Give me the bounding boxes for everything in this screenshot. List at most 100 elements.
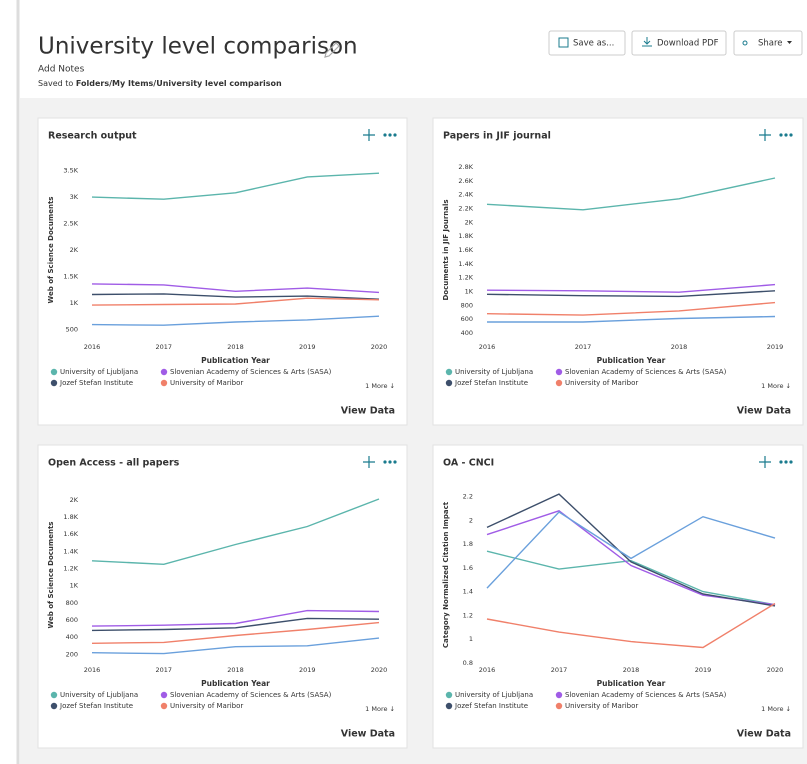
series-line — [91, 621, 380, 644]
view-data[interactable]: View Data — [341, 406, 395, 417]
edit-icon[interactable] — [324, 42, 340, 58]
share-label[interactable]: Share — [758, 39, 783, 49]
legend-label: Slovenian Academy of Sciences & Arts (SA… — [170, 691, 332, 699]
share-button[interactable] — [733, 30, 803, 56]
series-line — [91, 293, 380, 300]
legend-label: University of Ljubljana — [60, 691, 138, 699]
legend-label: University of Ljubljana — [455, 368, 533, 376]
download-button[interactable] — [631, 30, 727, 56]
more-dot[interactable] — [789, 460, 793, 464]
download-label[interactable]: Download PDF — [657, 39, 719, 49]
series-line — [91, 315, 380, 326]
save-label[interactable]: Save as... — [573, 39, 614, 49]
y-tick-label: 1K — [70, 299, 79, 307]
x-tick-label: 2016 — [479, 666, 496, 674]
series-line — [486, 602, 776, 649]
y-tick-label: 1 — [469, 635, 473, 643]
y-tick-label: 1.6K — [458, 246, 473, 254]
more-dot[interactable] — [784, 133, 788, 137]
saved-location: Saved to Folders/My Items/University lev… — [38, 79, 282, 88]
x-axis-label: Publication Year — [597, 356, 666, 365]
x-tick-label: 2018 — [671, 343, 688, 351]
y-tick-label: 600 — [66, 616, 78, 624]
x-tick-label: 2020 — [371, 666, 388, 674]
save-button[interactable] — [548, 30, 626, 56]
x-tick-label: 2019 — [695, 666, 712, 674]
panel-title: Papers in JIF journal — [443, 131, 551, 142]
y-tick-label: 600 — [461, 315, 473, 323]
x-tick-label: 2019 — [299, 666, 316, 674]
legend-label: Jozef Stefan Institute — [454, 702, 528, 710]
more-dot[interactable] — [383, 133, 387, 137]
view-data[interactable]: View Data — [737, 729, 791, 740]
saved-path[interactable]: Folders/My Items/University level compar… — [76, 79, 282, 88]
view-data[interactable]: View Data — [341, 729, 395, 740]
series-line — [91, 498, 380, 566]
legend-marker — [160, 368, 168, 376]
y-tick-label: 2.5K — [63, 220, 78, 228]
more-dot[interactable] — [789, 133, 793, 137]
x-axis-label: Publication Year — [201, 356, 270, 365]
more-dot[interactable] — [784, 460, 788, 464]
legend-label: Slovenian Academy of Sciences & Arts (SA… — [565, 368, 727, 376]
series-line — [486, 290, 776, 298]
x-tick-label: 2016 — [84, 666, 101, 674]
y-tick-label: 1.2 — [463, 611, 473, 619]
legend-more[interactable]: 1 More ↓ — [365, 705, 395, 713]
x-tick-label: 2019 — [767, 343, 784, 351]
x-tick-label: 2020 — [371, 343, 388, 351]
panel-title: Open Access - all papers — [48, 458, 180, 469]
x-tick-label: 2017 — [155, 666, 172, 674]
y-tick-label: 1K — [465, 288, 474, 296]
series-line — [486, 177, 776, 211]
more-dot[interactable] — [383, 460, 387, 464]
panel-title: Research output — [48, 131, 137, 142]
series-line — [91, 297, 380, 306]
legend-label: University of Ljubljana — [455, 691, 533, 699]
legend-label: Jozef Stefan Institute — [59, 702, 133, 710]
add-notes[interactable]: Add Notes — [38, 65, 85, 75]
legend-marker — [50, 702, 58, 710]
more-dot[interactable] — [779, 133, 783, 137]
y-tick-label: 800 — [461, 301, 473, 309]
download-icon — [642, 37, 652, 47]
move-icon[interactable] — [363, 456, 375, 468]
more-dot[interactable] — [388, 460, 392, 464]
x-tick-label: 2017 — [155, 343, 172, 351]
x-tick-label: 2016 — [479, 343, 496, 351]
legend-more[interactable]: 1 More ↓ — [365, 382, 395, 390]
move-icon[interactable] — [759, 456, 771, 468]
series-line — [486, 550, 776, 606]
series-line — [487, 315, 776, 323]
panel — [432, 117, 804, 426]
more-dot[interactable] — [779, 460, 783, 464]
x-tick-label: 2018 — [623, 666, 640, 674]
panel — [37, 444, 408, 749]
y-tick-label: 2K — [465, 218, 474, 226]
move-icon[interactable] — [363, 129, 375, 141]
more-dot[interactable] — [388, 133, 392, 137]
legend-marker — [50, 368, 58, 376]
more-dot[interactable] — [393, 460, 397, 464]
move-icon[interactable] — [759, 129, 771, 141]
more-dot[interactable] — [393, 133, 397, 137]
x-axis-label: Publication Year — [201, 679, 270, 688]
y-tick-label: 2.2K — [458, 204, 473, 212]
legend-more[interactable]: 1 More ↓ — [761, 705, 791, 713]
legend-more[interactable]: 1 More ↓ — [761, 382, 791, 390]
y-tick-label: 1.2K — [63, 565, 78, 573]
legend-marker — [445, 379, 453, 387]
save-icon — [558, 37, 569, 48]
y-tick-label: 2.2 — [463, 493, 473, 501]
legend-label: University of Maribor — [565, 702, 638, 710]
y-tick-label: 2K — [70, 246, 79, 254]
y-tick-label: 1.8 — [463, 540, 473, 548]
legend-marker — [50, 691, 58, 699]
view-data[interactable]: View Data — [737, 406, 791, 417]
legend-marker — [445, 702, 453, 710]
legend-marker — [445, 368, 453, 376]
panel — [37, 117, 408, 426]
series-line — [91, 283, 380, 294]
